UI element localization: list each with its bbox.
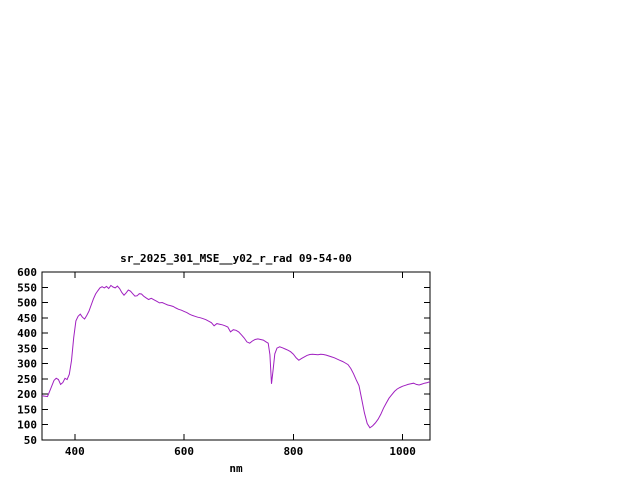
svg-text:100: 100 <box>17 419 37 432</box>
svg-text:500: 500 <box>17 297 37 310</box>
svg-text:300: 300 <box>17 358 37 371</box>
x-axis-label: nm <box>229 462 243 475</box>
plot-area: 50 100 150 200 250 300 350 400 450 500 550 600 400 60… <box>17 266 431 458</box>
svg-text:400: 400 <box>65 445 85 458</box>
svg-text:250: 250 <box>17 373 37 386</box>
svg-text:1000: 1000 <box>389 445 416 458</box>
svg-text:150: 150 <box>17 403 37 416</box>
svg-text:350: 350 <box>17 342 37 355</box>
svg-text:800: 800 <box>283 445 303 458</box>
svg-text:550: 550 <box>17 281 37 294</box>
svg-text:200: 200 <box>17 388 37 401</box>
svg-text:450: 450 <box>17 312 37 325</box>
svg-text:600: 600 <box>17 266 37 279</box>
chart-title: sr_2025_301_MSE__y02_r_rad 09-54-00 <box>120 252 352 265</box>
spectral-chart: sr_2025_301_MSE__y02_r_rad 09-54-00 50 10… <box>0 250 440 480</box>
svg-text:50: 50 <box>24 434 37 447</box>
svg-text:400: 400 <box>17 327 37 340</box>
svg-text:600: 600 <box>174 445 194 458</box>
